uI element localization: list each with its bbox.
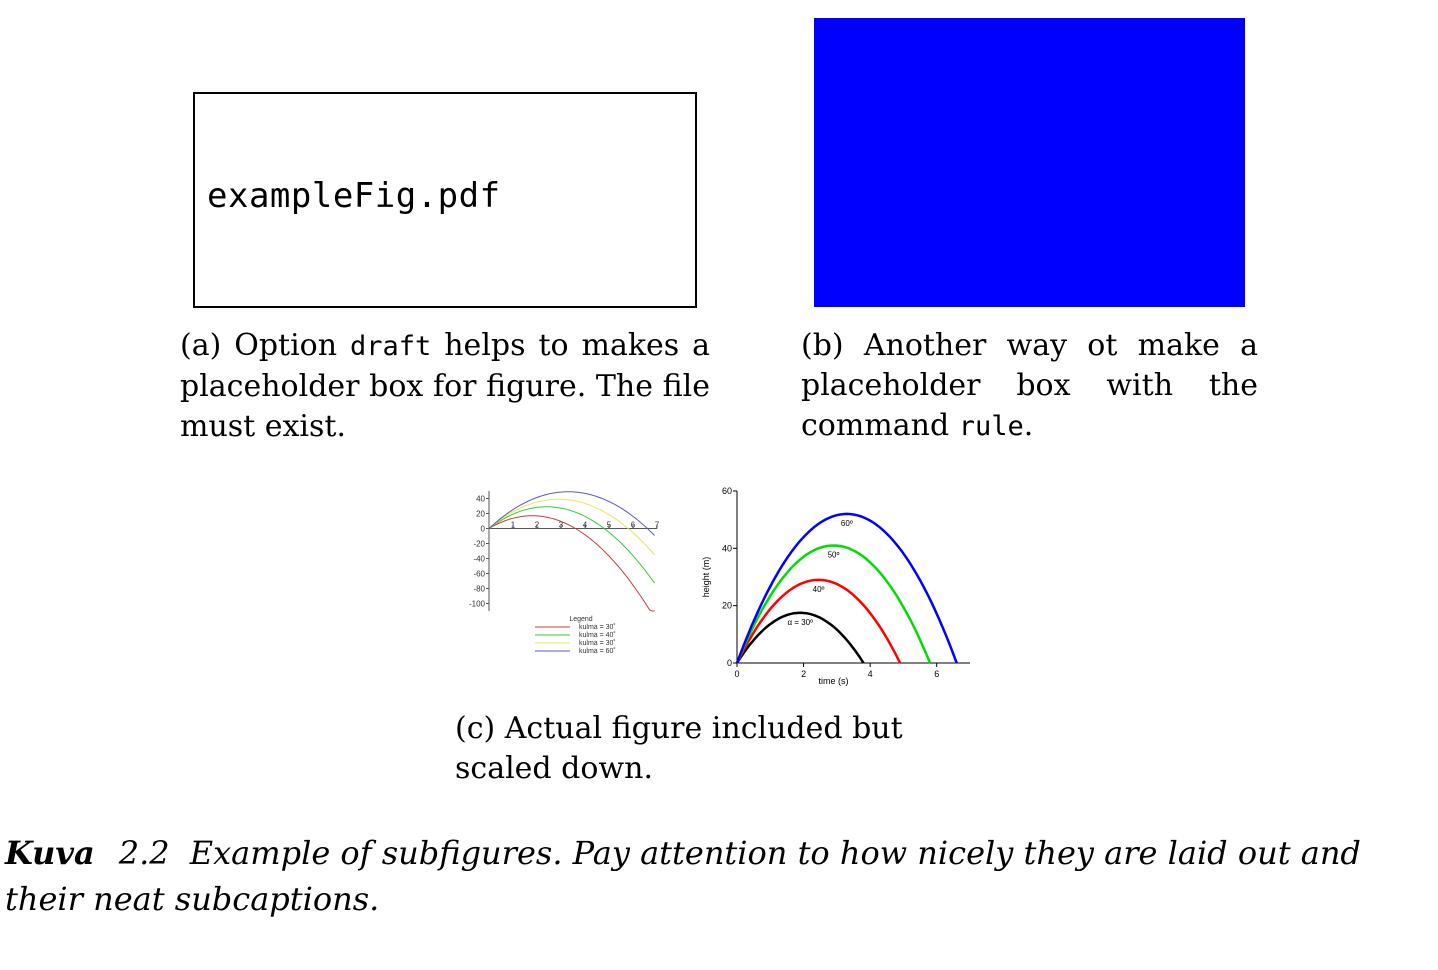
y-tick-label: 40 bbox=[476, 495, 485, 504]
legend-label: kulma = 30˚ bbox=[579, 639, 616, 647]
y-tick-label: -40 bbox=[473, 555, 485, 564]
y-tick-label: -100 bbox=[469, 600, 486, 609]
series-line bbox=[735, 611, 865, 664]
x-tick-label: 0 bbox=[734, 669, 739, 679]
y-tick-label: 40 bbox=[722, 543, 732, 553]
series-line bbox=[488, 515, 655, 612]
series-line bbox=[735, 578, 902, 664]
y-tick-label: -60 bbox=[473, 570, 485, 579]
figure-label: Kuva bbox=[5, 834, 95, 872]
legend-label: kulma = 60˚ bbox=[579, 647, 616, 655]
legend-label: kulma = 30˚ bbox=[579, 623, 616, 631]
series-label: 40º bbox=[813, 585, 825, 594]
legend-title: Legend bbox=[569, 616, 592, 623]
x-tick-label: 4 bbox=[868, 669, 873, 679]
x-tick-label: 2 bbox=[801, 669, 806, 679]
series-line bbox=[488, 506, 656, 584]
subcaption-c: (c) Actual figure included but scaled do… bbox=[455, 711, 903, 786]
x-tick-label: 7 bbox=[655, 521, 660, 530]
y-tick-label: 60 bbox=[722, 486, 732, 496]
y-tick-label: 0 bbox=[481, 525, 486, 534]
x-tick-label: 4 bbox=[583, 521, 588, 530]
trajectory-chart-right: 0 20 40 60 0 2 4 6 time (s) height (m) α = 30º 40º 5… bbox=[701, 486, 970, 686]
series-line bbox=[735, 512, 958, 664]
figure-caption: Kuva 2.2 Example of subfigures. Pay atten… bbox=[5, 830, 1437, 922]
figure-number: 2.2 bbox=[118, 834, 170, 872]
x-tick-label: 5 bbox=[607, 521, 612, 530]
rule-placeholder-box bbox=[814, 18, 1245, 307]
series-label: α = 30º bbox=[787, 618, 813, 627]
y-tick-label: 0 bbox=[727, 658, 732, 668]
subcaption-a: (a) Option draft helps to makes a placeh… bbox=[180, 326, 710, 447]
series-line bbox=[488, 491, 655, 536]
subcaption-a-post: helps to makes a placeholder box for fig… bbox=[180, 328, 710, 444]
y-tick-label: 20 bbox=[722, 601, 732, 611]
x-tick-label: 6 bbox=[631, 521, 636, 530]
subcaption-b: (b) Another way ot make a placeholder bo… bbox=[801, 326, 1258, 447]
subcaption-b-pre: (b) Another way ot make a placeholder bo… bbox=[801, 328, 1258, 443]
placeholder-filename: exampleFig.pdf bbox=[207, 176, 501, 216]
x-tick-label: 2 bbox=[535, 521, 540, 530]
series-line bbox=[488, 498, 655, 556]
x-axis-label: time (s) bbox=[819, 676, 849, 686]
x-tick-label: 6 bbox=[934, 669, 939, 679]
series-line bbox=[735, 544, 932, 664]
legend-label: kulma = 40˚ bbox=[579, 631, 616, 639]
subcaption-b-post: . bbox=[1023, 408, 1034, 443]
x-tick-label: 3 bbox=[559, 521, 564, 530]
subcaption-b-code: rule bbox=[958, 411, 1024, 442]
draft-placeholder-box: exampleFig.pdf bbox=[193, 92, 697, 308]
y-tick-label: -80 bbox=[473, 585, 485, 594]
y-axis-label: height (m) bbox=[701, 557, 711, 598]
y-tick-label: 20 bbox=[476, 510, 485, 519]
series-label: 60º bbox=[841, 519, 853, 528]
y-tick-label: -20 bbox=[473, 540, 485, 549]
series-label: 50º bbox=[828, 550, 840, 559]
subcaption-a-pre: (a) Option bbox=[180, 328, 351, 363]
figure-caption-text: Example of subfigures. Pay attention to … bbox=[5, 834, 1361, 918]
subcaption-a-code: draft bbox=[350, 331, 432, 362]
x-tick-label: 1 bbox=[511, 521, 516, 530]
